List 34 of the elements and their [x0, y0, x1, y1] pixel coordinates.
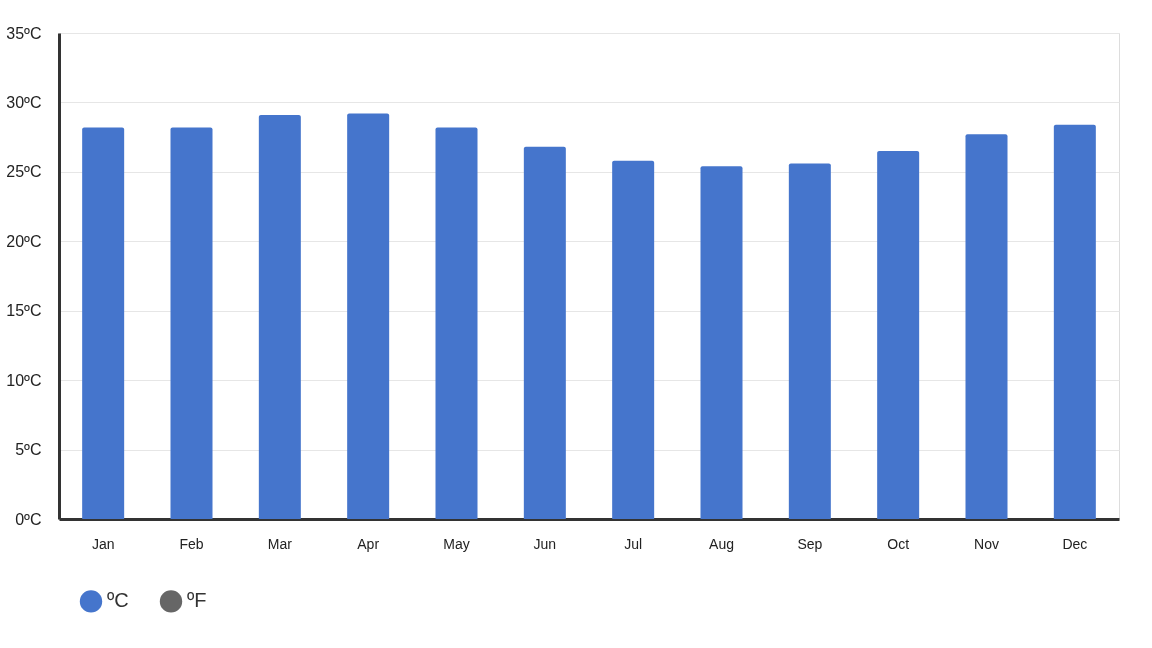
bar: [435, 127, 478, 519]
x-tick-label: Dec: [1062, 535, 1088, 552]
x-tick-label: Nov: [974, 535, 999, 552]
legend-label: ºC: [107, 589, 129, 612]
y-tick-label: 15ºC: [6, 302, 42, 320]
bar: [1053, 124, 1096, 519]
y-tick-label: 35ºC: [6, 24, 42, 42]
bar: [965, 134, 1008, 519]
bar: [523, 146, 566, 519]
bar: [170, 127, 213, 519]
x-tick-label: Jun: [533, 535, 557, 552]
y-tick-label: 20ºC: [6, 232, 42, 250]
legend-label: ºF: [187, 589, 207, 612]
y-tick-label: 0ºC: [15, 510, 42, 528]
x-tick-label: Aug: [709, 535, 734, 552]
bar: [82, 127, 125, 519]
x-tick-label: Oct: [887, 535, 910, 552]
bar: [612, 160, 655, 519]
bar: [347, 113, 390, 519]
bar: [877, 151, 920, 519]
x-tick-label: Apr: [357, 535, 380, 552]
x-tick-label: Mar: [267, 535, 293, 552]
bar: [788, 163, 831, 519]
y-tick-label: 30ºC: [6, 93, 42, 111]
y-tick-label: 25ºC: [6, 163, 42, 181]
bar: [700, 166, 743, 519]
y-tick-label: 5ºC: [15, 441, 42, 459]
x-tick-label: May: [443, 535, 470, 552]
x-tick-label: Jan: [91, 535, 115, 552]
y-tick-label: 10ºC: [6, 371, 42, 389]
x-tick-label: Jul: [624, 535, 643, 552]
x-tick-label: Feb: [179, 535, 204, 552]
bar: [258, 114, 301, 519]
x-tick-label: Sep: [797, 535, 823, 552]
